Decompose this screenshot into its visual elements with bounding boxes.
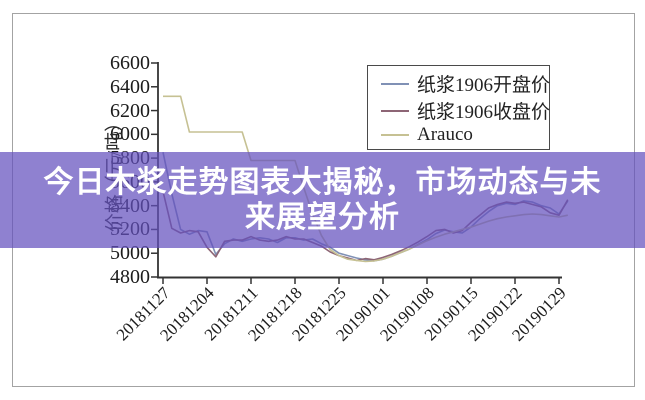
legend-line-swatch-open bbox=[381, 82, 409, 85]
chart-legend: 纸浆1906开盘价 纸浆1906收盘价 Arauco bbox=[367, 65, 550, 150]
y-tick-label: 6000 bbox=[110, 123, 150, 146]
y-tick-label: 6400 bbox=[110, 75, 150, 98]
y-tick-label: 4800 bbox=[110, 266, 150, 288]
banner-title-line2: 来展望分析 bbox=[245, 201, 400, 234]
legend-item-arauco: Arauco bbox=[368, 124, 549, 146]
legend-label-close: 纸浆1906收盘价 bbox=[417, 102, 551, 123]
legend-line-swatch-close bbox=[381, 109, 409, 112]
legend-label-open: 纸浆1906开盘价 bbox=[417, 75, 551, 96]
headline-banner-overlay: 今日木浆走势图表大揭秘，市场动态与未 来展望分析 bbox=[0, 152, 645, 248]
legend-item-open: 纸浆1906开盘价 bbox=[368, 70, 551, 97]
y-tick-label: 6200 bbox=[110, 99, 150, 122]
legend-item-close: 纸浆1906收盘价 bbox=[368, 97, 551, 124]
legend-line-swatch-arauco bbox=[381, 134, 409, 136]
y-tick-label: 5000 bbox=[110, 242, 150, 265]
banner-title-line1: 今日木浆走势图表大揭秘，市场动态与未 bbox=[43, 166, 602, 199]
y-tick-label: 6600 bbox=[110, 52, 150, 74]
legend-label-arauco: Arauco bbox=[417, 124, 473, 145]
